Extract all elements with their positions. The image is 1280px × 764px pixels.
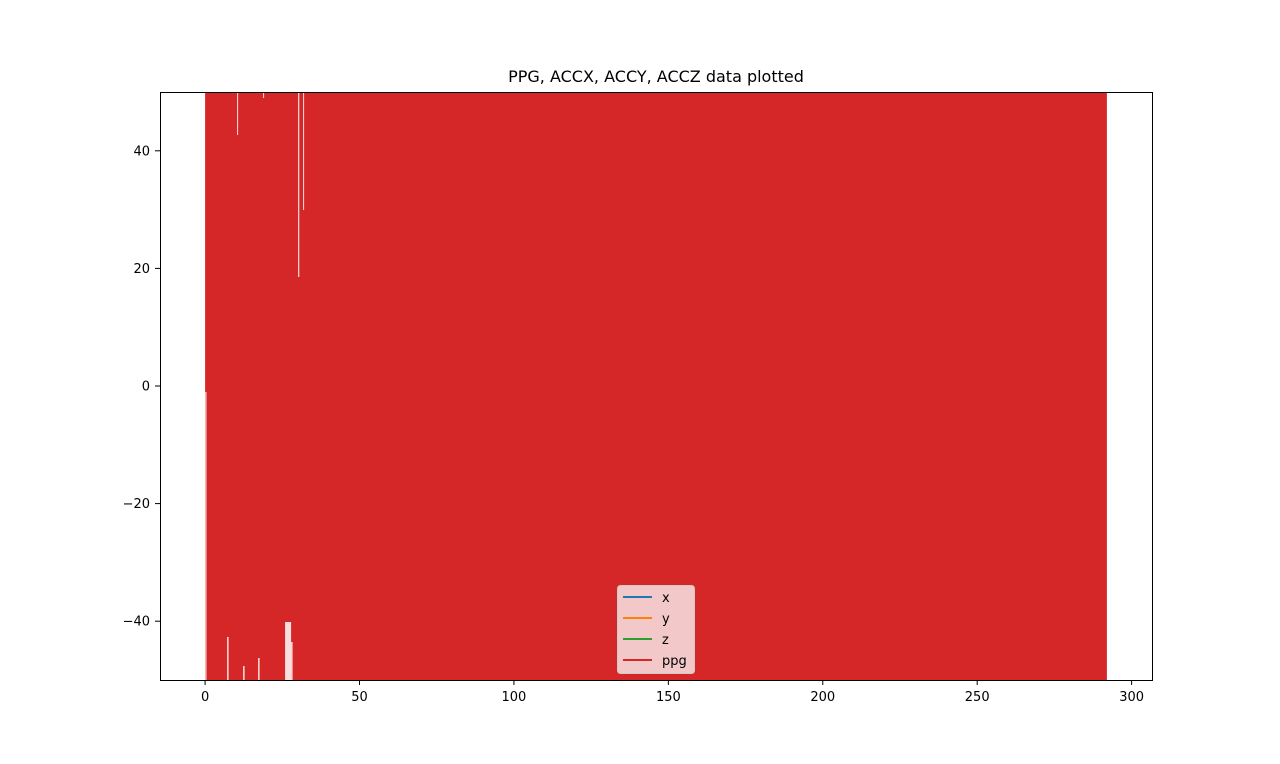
y-tick-label: 0 bbox=[142, 380, 150, 395]
x-tick-label: 150 bbox=[656, 690, 681, 705]
x-axis: 0 50 100 150 200 250 300 bbox=[201, 680, 1144, 705]
signal-gap bbox=[285, 622, 292, 680]
x-tick-label: 100 bbox=[502, 690, 527, 705]
signal-gap bbox=[298, 92, 300, 277]
signal-gap bbox=[258, 658, 260, 680]
signal-gap bbox=[243, 666, 245, 680]
signal-gap bbox=[263, 92, 265, 98]
y-tick-label: 40 bbox=[133, 144, 150, 159]
plot-frame bbox=[160, 92, 1153, 681]
signal-gap bbox=[227, 637, 229, 680]
legend-label-z: z bbox=[662, 633, 669, 648]
legend-label-x: x bbox=[662, 591, 670, 606]
x-tick-label: 50 bbox=[351, 690, 368, 705]
x-tick-label: 300 bbox=[1119, 690, 1144, 705]
y-tick-label: −20 bbox=[123, 497, 150, 512]
y-tick-label: −40 bbox=[123, 615, 150, 630]
plot-area bbox=[205, 92, 1107, 680]
legend-label-y: y bbox=[662, 612, 670, 627]
x-tick-label: 250 bbox=[965, 690, 990, 705]
signal-gap bbox=[291, 642, 293, 680]
y-axis: −40 −20 0 20 40 bbox=[123, 144, 160, 630]
legend: xyz ppg bbox=[617, 585, 695, 674]
legend-box bbox=[617, 585, 695, 674]
signal-gap bbox=[205, 392, 207, 680]
signal-gap bbox=[237, 92, 239, 135]
x-tick-label: 0 bbox=[201, 690, 209, 705]
y-tick-label: 20 bbox=[133, 262, 150, 277]
chart-title: PPG, ACCX, ACCY, ACCZ data plotted bbox=[508, 67, 804, 86]
ppg-series-line bbox=[205, 92, 1107, 680]
legend-label-ppg: ppg bbox=[662, 654, 687, 669]
signal-gap bbox=[303, 92, 305, 210]
x-tick-label: 200 bbox=[810, 690, 835, 705]
